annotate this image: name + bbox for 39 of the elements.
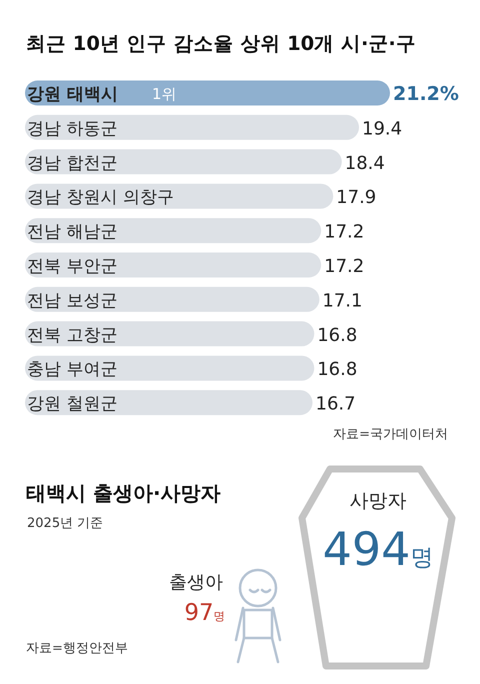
data-label: 97명 [184,600,226,626]
text: 2025년 기준 [27,516,104,531]
category-label: 전남 해남군 [27,222,118,242]
bar [25,286,320,312]
bar [25,114,360,140]
bar [25,390,313,416]
bar [25,218,322,244]
category-label: 강원 태백시 [27,84,118,104]
data-label: 17.1 [322,290,362,312]
bar [25,356,314,381]
category-label: 전남 보성군 [27,290,118,311]
data-label: 494명 [322,522,434,576]
data-label: 17.9 [336,187,376,208]
category-label: 충남 부여군 [27,360,118,380]
category-label: 경남 합천군 [27,153,118,174]
category-label: 경남 창원시 의창구 [27,188,174,208]
data-label: 19.4 [362,118,402,140]
bar [25,80,390,106]
data-label: 16.8 [317,359,358,380]
chart-title: 최근 10년 인구 감소율 상위 10개 시·군·구 [26,32,416,55]
category-label: 전북 고창군 [27,325,118,346]
category-label: 강원 철원군 [27,394,118,414]
data-label: 17.2 [324,222,364,243]
data-label: 21.2% [393,83,459,105]
data-label: 16.8 [317,324,358,346]
category-label: 전북 부안군 [27,256,118,276]
data-label: 17.2 [324,256,364,277]
bar [25,252,322,278]
bar [25,149,342,174]
category-label: 사망자 [350,490,406,512]
text: 태백시 출생아·사망자 [26,481,221,505]
annotation: 1위 [152,85,177,103]
text: 자료=국가데이터처 [333,427,448,442]
category-label: 경남 하동군 [27,118,118,139]
text: 자료=행정안전부 [26,641,128,656]
bar [25,321,314,346]
category-label: 출생아 [169,572,223,593]
data-label: 18.4 [344,152,385,174]
data-label: 16.7 [316,394,356,415]
